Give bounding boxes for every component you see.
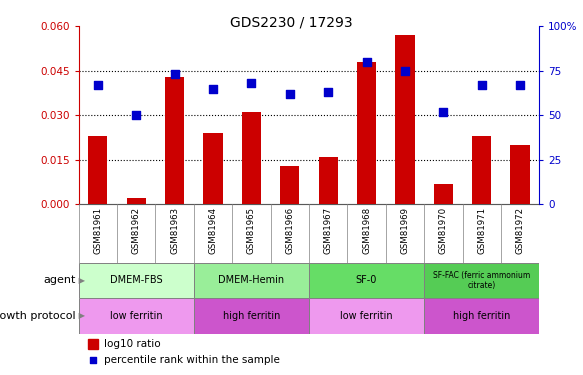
Text: high ferritin: high ferritin (223, 311, 280, 321)
Text: SF-FAC (ferric ammonium
citrate): SF-FAC (ferric ammonium citrate) (433, 271, 531, 290)
Bar (79, 262, 194, 298)
Bar (424, 298, 539, 334)
Text: GSM81971: GSM81971 (477, 207, 486, 254)
Point (170, 71, 180, 77)
Bar (242, 112, 261, 204)
Point (247, 80, 256, 86)
Text: DMEM-Hemin: DMEM-Hemin (219, 275, 285, 285)
Point (132, 112, 141, 118)
Text: low ferritin: low ferritin (340, 311, 393, 321)
Bar (357, 62, 376, 204)
Text: SF-0: SF-0 (356, 275, 377, 285)
Text: GDS2230 / 17293: GDS2230 / 17293 (230, 15, 353, 29)
Text: ▶: ▶ (76, 276, 85, 285)
Bar (203, 133, 223, 204)
Text: GSM81963: GSM81963 (170, 207, 179, 254)
Text: GSM81966: GSM81966 (285, 207, 294, 254)
Point (285, 91, 294, 97)
Text: growth protocol: growth protocol (0, 311, 76, 321)
Text: GSM81965: GSM81965 (247, 207, 256, 254)
Text: high ferritin: high ferritin (453, 311, 510, 321)
Bar (309, 298, 424, 334)
Point (477, 82, 486, 88)
Point (88, 357, 97, 363)
Bar (318, 157, 338, 204)
Bar (165, 77, 184, 204)
Point (438, 109, 448, 115)
Bar (280, 166, 300, 204)
Text: GSM81961: GSM81961 (93, 207, 103, 254)
Bar (79, 298, 194, 334)
Bar (472, 136, 491, 204)
Bar (309, 262, 424, 298)
Text: low ferritin: low ferritin (110, 311, 163, 321)
Text: GSM81969: GSM81969 (401, 207, 409, 254)
Text: ▶: ▶ (76, 311, 85, 320)
Text: log10 ratio: log10 ratio (104, 339, 161, 349)
Point (208, 86, 217, 92)
Point (362, 59, 371, 65)
Text: DMEM-FBS: DMEM-FBS (110, 275, 163, 285)
Text: GSM81967: GSM81967 (324, 207, 333, 254)
Text: GSM81972: GSM81972 (515, 207, 525, 254)
Bar (434, 184, 453, 204)
Bar (511, 145, 530, 204)
Bar (88, 339, 98, 349)
Bar (424, 262, 539, 298)
Bar (88, 136, 107, 204)
Point (93, 82, 103, 88)
Text: GSM81970: GSM81970 (439, 207, 448, 254)
Text: GSM81962: GSM81962 (132, 207, 141, 254)
Bar (194, 262, 309, 298)
Text: agent: agent (43, 275, 76, 285)
Bar (395, 35, 415, 204)
Point (324, 89, 333, 95)
Point (515, 82, 525, 88)
Text: percentile rank within the sample: percentile rank within the sample (104, 355, 280, 365)
Text: GSM81968: GSM81968 (362, 207, 371, 254)
Text: GSM81964: GSM81964 (209, 207, 217, 254)
Bar (194, 298, 309, 334)
Point (401, 68, 410, 74)
Bar (127, 198, 146, 204)
